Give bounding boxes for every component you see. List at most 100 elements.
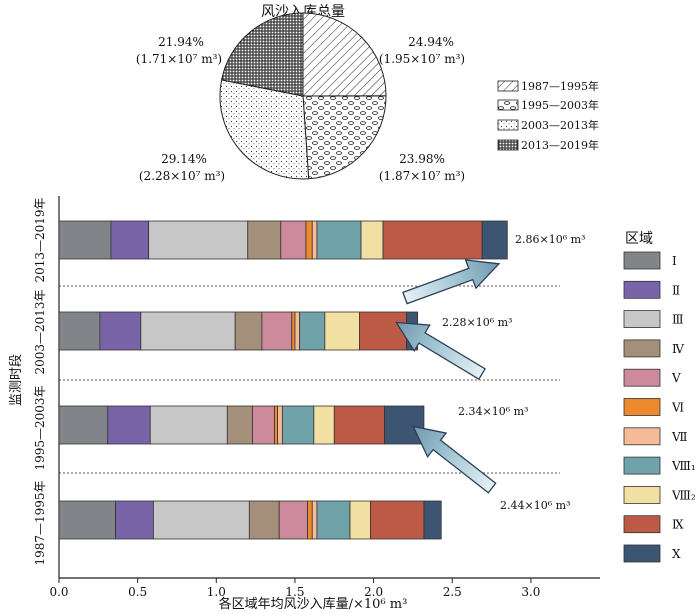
bar-segment <box>294 311 301 351</box>
bar-segment <box>281 405 315 445</box>
region-legend-label: Ⅵ <box>671 401 684 415</box>
trend-arrow <box>402 259 501 305</box>
bar-segment <box>359 311 408 351</box>
y-category-label: 1995—2003年 <box>33 385 47 470</box>
bar-segment <box>277 405 283 445</box>
trend-arrow <box>412 425 497 494</box>
bar-segment <box>261 311 293 351</box>
bar-row <box>58 405 425 445</box>
bar-segment <box>152 500 250 540</box>
pie-legend-label: 1987—1995年 <box>521 79 599 93</box>
region-legend-label: Ⅸ <box>672 518 684 532</box>
bar-segment <box>316 220 362 260</box>
region-legend-swatch <box>623 544 661 563</box>
pie-slice <box>302 95 387 180</box>
bar-segment <box>107 405 151 445</box>
bar-segment <box>115 500 154 540</box>
bar-segment <box>333 405 386 445</box>
region-legend-swatch <box>623 515 661 534</box>
pie-slice <box>219 79 310 180</box>
bar-segment <box>58 220 112 260</box>
pie-legend-label: 1995—2003年 <box>521 98 599 112</box>
pie-legend-swatch <box>497 139 519 151</box>
bar-segment <box>252 405 275 445</box>
region-legend-swatch <box>623 427 661 446</box>
bar-segment <box>149 405 228 445</box>
region-legend-label: Ⅳ <box>672 342 685 356</box>
bar-segment <box>278 500 308 540</box>
bar-segment <box>248 500 280 540</box>
bar-segment <box>234 311 263 351</box>
bar-segment <box>311 500 318 540</box>
bar-segment <box>360 220 384 260</box>
region-legend: Ⅰ Ⅱ Ⅲ Ⅳ Ⅴ Ⅵ Ⅶ Ⅷ₁ Ⅷ₂ Ⅸ Ⅹ <box>623 251 696 563</box>
x-tick-label: 0.0 <box>49 585 68 599</box>
bar-segment <box>247 220 282 260</box>
region-legend-label: Ⅷ₂ <box>671 488 696 502</box>
pie-slice <box>220 12 304 97</box>
pie-legend-swatch <box>497 119 519 131</box>
region-legend-label: Ⅲ <box>672 313 684 327</box>
pie-legend-swatch <box>497 80 519 92</box>
x-tick-label: 3.0 <box>521 585 540 599</box>
region-legend-swatch <box>623 456 661 475</box>
pie-label-1995-amount: (1.87×10⁷ m³) <box>379 169 465 183</box>
x-tick-label: 2.5 <box>443 585 462 599</box>
total-label: 2.34×10⁶ m³ <box>458 405 528 418</box>
region-legend-swatch <box>623 368 661 387</box>
bar-segment <box>280 220 307 260</box>
bar-segment <box>299 311 326 351</box>
pie-label-2003-percent: 29.14% <box>161 152 207 166</box>
pie-label-2013-amount: (1.71×10⁷ m³) <box>136 52 222 66</box>
bar-segment <box>274 405 279 445</box>
bar-segment <box>349 500 371 540</box>
x-tick-label: 1.0 <box>207 585 226 599</box>
total-label: 2.86×10⁶ m³ <box>515 233 585 246</box>
bar-segment <box>313 405 335 445</box>
pie-label-1987-amount: (1.95×10⁷ m³) <box>379 52 465 66</box>
region-legend-label: Ⅹ <box>672 547 681 561</box>
bar-segment <box>291 311 296 351</box>
bar-segment <box>324 311 360 351</box>
pie-label-1987-percent: 24.94% <box>408 35 454 49</box>
x-axis-ticks: 0.0 0.5 1.0 1.5 2.0 2.5 3.0 <box>49 578 540 599</box>
bar-segment <box>316 500 351 540</box>
pie-legend-label: 2013—2019年 <box>521 138 599 152</box>
bar-segment <box>382 220 483 260</box>
region-legend-title: 区域 <box>625 231 653 247</box>
pie-legend: 1987—1995年 1995—2003年 2003—2013年 2013—20… <box>497 79 599 152</box>
region-legend-swatch <box>623 310 661 329</box>
pie-label-2003-amount: (2.28×10⁷ m³) <box>139 169 225 183</box>
bar-row <box>58 311 419 351</box>
y-category-label: 1987—1995年 <box>33 480 47 565</box>
region-legend-swatch <box>623 280 661 299</box>
bar-segment <box>370 500 425 540</box>
pie-label-2013-percent: 21.94% <box>158 35 204 49</box>
pie-label-1995-percent: 23.98% <box>399 152 445 166</box>
bar-segment <box>99 311 142 351</box>
bar-segment <box>311 220 318 260</box>
bar-segment <box>148 220 249 260</box>
stacked-bars <box>58 220 508 540</box>
x-tick-label: 2.0 <box>364 585 383 599</box>
bar-segment <box>481 220 508 260</box>
x-tick-label: 0.5 <box>128 585 147 599</box>
trend-arrow <box>395 321 486 381</box>
pie-slice <box>302 12 387 97</box>
bar-segment <box>226 405 253 445</box>
region-legend-swatch <box>623 398 661 416</box>
bar-row <box>58 220 508 260</box>
pie-legend-swatch <box>497 99 519 111</box>
bar-segment <box>58 311 101 351</box>
bar-segment <box>58 405 109 445</box>
x-axis-title: 各区域年均风沙入库量/×10⁶ m³ <box>219 596 408 612</box>
region-legend-label: Ⅷ₁ <box>671 459 696 473</box>
bar-segment <box>384 405 425 445</box>
bar-segment <box>58 500 117 540</box>
y-axis-title: 监测时段 <box>9 354 24 406</box>
bar-segment <box>307 500 313 540</box>
bar-segment <box>140 311 236 351</box>
region-legend-label: Ⅰ <box>672 254 677 268</box>
region-legend-label: Ⅱ <box>672 283 680 297</box>
pie-chart <box>219 12 387 180</box>
